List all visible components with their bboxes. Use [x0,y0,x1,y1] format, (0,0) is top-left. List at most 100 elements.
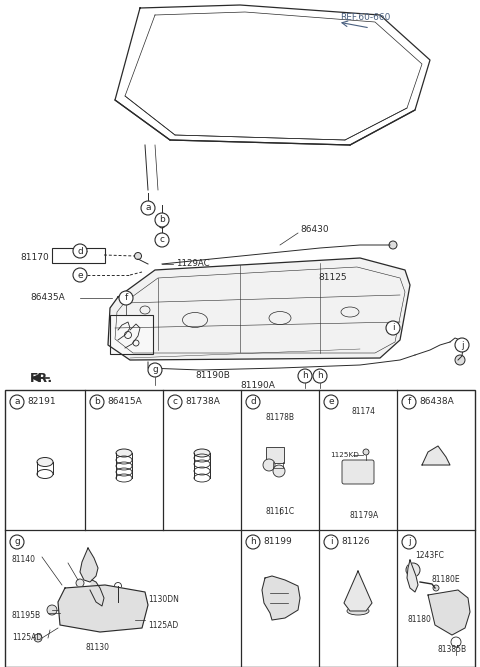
Text: 81385B: 81385B [438,644,467,654]
FancyBboxPatch shape [342,460,374,484]
Circle shape [402,395,416,409]
FancyBboxPatch shape [109,315,153,354]
Circle shape [155,233,169,247]
FancyBboxPatch shape [266,447,284,463]
Text: 81179A: 81179A [350,510,379,520]
Circle shape [126,618,134,626]
Circle shape [34,634,42,642]
Text: 81180: 81180 [408,616,432,624]
Circle shape [10,535,24,549]
Polygon shape [262,576,300,620]
Circle shape [155,213,169,227]
Text: e: e [328,398,334,406]
Text: h: h [250,538,256,546]
Text: 81178B: 81178B [265,412,295,422]
Circle shape [10,395,24,409]
Text: 86415A: 86415A [107,398,142,406]
Bar [5,390,475,667]
Text: c: c [172,398,178,406]
Circle shape [246,395,260,409]
Circle shape [141,201,155,215]
Text: 81161C: 81161C [265,508,295,516]
Text: 1125AD: 1125AD [148,620,178,630]
Polygon shape [428,590,470,635]
Circle shape [313,369,327,383]
Text: 81170: 81170 [20,253,49,263]
Text: 81190B: 81190B [195,370,230,380]
Text: 81126: 81126 [341,538,370,546]
Text: e: e [77,271,83,279]
Circle shape [324,395,338,409]
Polygon shape [58,585,148,632]
Polygon shape [90,580,104,606]
Circle shape [273,465,285,477]
Circle shape [402,535,416,549]
Text: FR.: FR. [30,372,53,384]
Ellipse shape [37,458,53,466]
Circle shape [433,585,439,591]
Text: 1129AC: 1129AC [176,259,210,269]
Text: g: g [152,366,158,374]
Text: f: f [124,293,128,303]
Text: 86438A: 86438A [419,398,454,406]
Text: g: g [14,538,20,546]
Ellipse shape [116,449,132,457]
Text: 82191: 82191 [27,398,56,406]
Text: 81130: 81130 [85,642,109,652]
Text: 81174: 81174 [351,408,375,416]
Text: h: h [317,372,323,380]
Circle shape [455,355,465,365]
Circle shape [386,321,400,335]
Circle shape [275,593,285,603]
Text: h: h [302,372,308,380]
Text: d: d [250,398,256,406]
Circle shape [115,582,121,590]
Text: f: f [408,398,410,406]
Polygon shape [344,571,372,611]
Polygon shape [407,560,418,592]
Text: i: i [392,323,394,333]
Text: b: b [159,215,165,225]
Circle shape [298,369,312,383]
Text: REF.60-660: REF.60-660 [340,13,390,23]
Circle shape [90,395,104,409]
Circle shape [246,535,260,549]
Circle shape [363,449,369,455]
Text: 86435A: 86435A [30,293,65,303]
Text: 1243FC: 1243FC [415,550,444,560]
Circle shape [389,241,397,249]
Ellipse shape [347,607,369,615]
Circle shape [455,338,469,352]
Circle shape [148,363,162,377]
Text: c: c [159,235,165,245]
Text: 81195B: 81195B [12,610,41,620]
Text: 86430: 86430 [300,225,329,235]
Polygon shape [80,548,98,582]
Text: a: a [145,203,151,213]
Text: j: j [408,538,410,546]
Text: d: d [77,247,83,255]
Circle shape [168,395,182,409]
Circle shape [263,459,275,471]
Text: j: j [461,340,463,350]
Text: 1125KD: 1125KD [330,452,359,458]
Circle shape [73,244,87,258]
Circle shape [73,268,87,282]
Text: 81199: 81199 [263,538,292,546]
Text: 81180E: 81180E [432,576,461,584]
Polygon shape [108,258,410,360]
Circle shape [119,291,133,305]
Circle shape [324,535,338,549]
Polygon shape [422,446,450,465]
Text: 81140: 81140 [12,556,36,564]
Circle shape [159,222,165,228]
Text: 81125: 81125 [318,273,347,283]
Circle shape [406,563,420,577]
Text: 1130DN: 1130DN [148,596,179,604]
Text: 81190A: 81190A [240,380,275,390]
Circle shape [447,607,457,617]
Text: 1125AD: 1125AD [12,634,42,642]
Text: 81738A: 81738A [185,398,220,406]
Circle shape [134,253,142,259]
Ellipse shape [194,449,210,457]
